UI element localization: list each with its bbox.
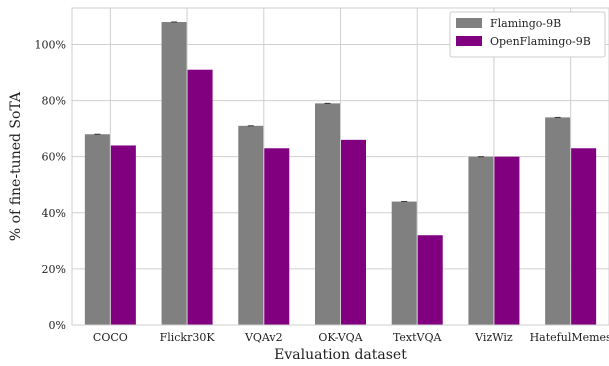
x-tick-label: OK-VQA <box>318 331 363 344</box>
legend-swatch <box>456 36 482 46</box>
legend-label: Flamingo-9B <box>490 17 561 30</box>
legend-label: OpenFlamingo-9B <box>490 35 591 48</box>
y-tick-label: 40% <box>42 207 66 220</box>
grid-lines <box>72 8 609 326</box>
legend: Flamingo-9B OpenFlamingo-9B <box>449 11 606 58</box>
y-tick-label: 60% <box>42 151 66 164</box>
bar-flamingo-9b <box>84 134 110 325</box>
bar-flamingo-9b <box>391 201 417 325</box>
bar-openflamingo-9b <box>494 156 520 325</box>
bar-openflamingo-9b <box>187 69 213 325</box>
bar-openflamingo-9b <box>264 148 290 325</box>
x-tick-label: Flickr30K <box>160 331 216 344</box>
x-axis-label: Evaluation dataset <box>274 347 407 362</box>
bar-flamingo-9b <box>238 125 264 326</box>
y-tick-label: 100% <box>35 38 66 51</box>
y-axis-label: % of fine-tuned SoTA <box>8 91 24 241</box>
bar-openflamingo-9b <box>417 235 443 325</box>
x-tick-label: TextVQA <box>393 331 443 344</box>
plot-border <box>71 7 609 326</box>
bar-openflamingo-9b <box>110 145 136 325</box>
tick-labels: 0% 20% 40% 60% 80% 100% COCO Flickr30K VQAv2 OK-V… <box>35 38 609 344</box>
y-tick-label: 80% <box>42 95 66 108</box>
plot-frame <box>71 7 609 326</box>
x-tick-label: COCO <box>93 331 128 344</box>
y-tick-label: 20% <box>42 263 66 276</box>
x-tick-label: VQAv2 <box>244 331 283 344</box>
bar-openflamingo-9b <box>571 148 597 325</box>
bar-flamingo-9b <box>161 22 187 325</box>
bar-flamingo-9b <box>545 117 571 326</box>
legend-swatch <box>456 18 482 28</box>
bar-flamingo-9b <box>315 103 340 326</box>
legend-box <box>449 11 606 58</box>
bars <box>84 21 597 326</box>
bar-flamingo-9b <box>468 156 494 325</box>
y-tick-label: 0% <box>49 319 66 332</box>
bar-openflamingo-9b <box>341 139 366 325</box>
x-tick-label: HatefulMemes <box>530 331 609 344</box>
x-tick-label: VizWiz <box>474 331 513 344</box>
